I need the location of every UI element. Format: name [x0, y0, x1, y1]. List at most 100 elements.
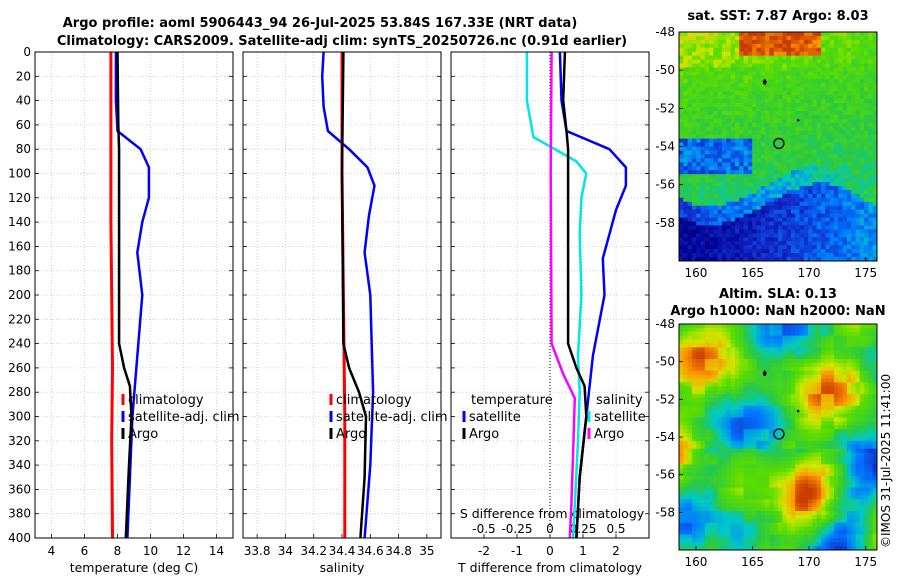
- map-cell: [747, 522, 753, 528]
- map-cell: [868, 245, 874, 250]
- map-cell: [700, 475, 706, 481]
- map-cell: [730, 394, 736, 399]
- map-cell: [786, 444, 792, 450]
- map-cell: [816, 335, 822, 340]
- map-cell: [743, 542, 749, 547]
- map-cell: [713, 335, 719, 340]
- map-cell: [691, 107, 697, 112]
- map-cell: [717, 229, 723, 234]
- map-cell: [696, 511, 701, 516]
- map-cell: [700, 487, 706, 492]
- map-cell: [786, 538, 792, 543]
- map-cell: [790, 339, 796, 344]
- map-cell: [756, 197, 762, 203]
- map-cell: [726, 99, 732, 104]
- map-cell: [821, 398, 826, 403]
- map-cell: [855, 47, 861, 53]
- map-cell: [743, 495, 749, 500]
- map-cell: [760, 43, 766, 49]
- map-cell: [760, 530, 766, 535]
- map-cell: [821, 331, 826, 337]
- map-cell: [683, 503, 688, 508]
- map-cell: [709, 142, 714, 147]
- map-cell: [713, 421, 719, 426]
- map-cell: [679, 241, 684, 246]
- map-cell: [782, 91, 787, 96]
- map-cell: [795, 201, 800, 207]
- map-cell: [808, 324, 813, 329]
- map-cell: [769, 507, 775, 512]
- map-cell: [730, 359, 736, 364]
- map-cell: [782, 138, 787, 143]
- map-cell: [722, 95, 727, 100]
- map-cell: [713, 150, 719, 155]
- map-cell: [790, 43, 796, 49]
- map-cell: [743, 217, 749, 222]
- map-cell: [726, 103, 732, 108]
- map-cell: [734, 390, 740, 395]
- map-cell: [722, 518, 727, 524]
- map-cell: [765, 327, 770, 333]
- map-cell: [851, 241, 856, 246]
- map-cell: [687, 225, 693, 230]
- map-cell: [769, 99, 775, 104]
- map-cell: [790, 448, 796, 453]
- map-cell: [717, 114, 723, 120]
- map-cell: [709, 339, 714, 344]
- map-cell: [825, 59, 831, 64]
- map-cell: [808, 511, 813, 516]
- map-cell: [696, 331, 701, 337]
- map-cell: [786, 452, 792, 457]
- map-cell: [696, 448, 701, 453]
- map-cell: [782, 487, 787, 492]
- map-cell: [769, 452, 775, 457]
- map-cell: [851, 47, 856, 53]
- map-cell: [756, 530, 762, 535]
- map-cell: [704, 546, 710, 551]
- map-cell: [773, 130, 779, 136]
- map-cell: [709, 209, 714, 215]
- map-cell: [803, 468, 809, 473]
- map-cell: [679, 499, 684, 504]
- map-cell: [782, 103, 787, 108]
- map-cell: [795, 257, 800, 262]
- map-cell: [743, 51, 749, 57]
- legend-label: climatology: [336, 393, 412, 408]
- map-cell: [709, 429, 714, 434]
- map-cell: [722, 166, 727, 171]
- map-cell: [700, 452, 706, 457]
- map-cell: [765, 491, 770, 496]
- map-cell: [743, 146, 749, 151]
- map-cell: [808, 331, 813, 337]
- map-cell: [691, 351, 697, 356]
- map-cell: [717, 511, 723, 516]
- map-cell: [691, 483, 697, 489]
- map-cell: [709, 546, 714, 551]
- map-cell: [687, 511, 693, 516]
- map-cell: [722, 91, 727, 96]
- map-cell: [790, 213, 796, 218]
- map-cell: [790, 518, 796, 524]
- map-cell: [803, 347, 809, 352]
- map-cell: [795, 335, 800, 340]
- map-cell: [752, 197, 757, 203]
- map-cell: [687, 444, 693, 450]
- map-cell: [709, 197, 714, 203]
- map-cell: [812, 126, 818, 132]
- map-cell: [769, 475, 775, 481]
- map-cell: [782, 130, 787, 136]
- map-cell: [722, 249, 727, 254]
- map-cell: [739, 114, 744, 120]
- map-cell: [773, 507, 779, 512]
- map-cell: [803, 35, 809, 41]
- map-cell: [803, 197, 809, 203]
- map-cell: [825, 118, 831, 124]
- map-cell: [851, 107, 856, 112]
- map-cell: [864, 59, 869, 64]
- map-cell: [786, 134, 792, 140]
- map-cell: [722, 398, 727, 403]
- map-cell: [679, 59, 684, 64]
- map-cell: [722, 146, 727, 151]
- map-cell: [743, 421, 749, 426]
- map-cell: [709, 327, 714, 333]
